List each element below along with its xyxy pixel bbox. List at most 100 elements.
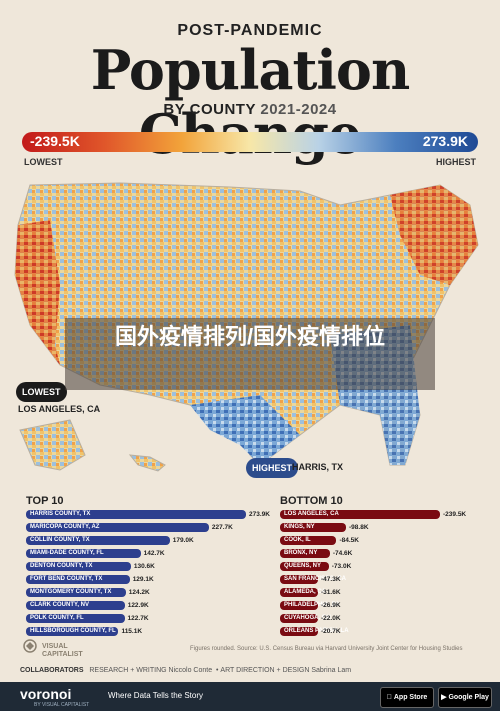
- highest-place-label: HARRIS, TX: [292, 462, 344, 472]
- bottom10-name: ALAMEDA, CA: [284, 589, 326, 595]
- kicker: POST-PANDEMIC: [177, 22, 323, 39]
- lowest-pin: LOWEST: [16, 382, 67, 402]
- scale-max-label: 273.9K: [422, 133, 468, 149]
- text-overlay-box: [65, 318, 435, 390]
- apple-icon: : [387, 694, 392, 701]
- visual-capitalist-logo: [23, 639, 37, 653]
- scale-min-label: -239.5K: [30, 133, 80, 149]
- app-store-label: App Store: [390, 694, 427, 701]
- bottom10-name: BRONX, NY: [284, 550, 318, 556]
- top10-bar: CLARK COUNTY, NV: [26, 601, 125, 610]
- top10-name: MIAMI-DADE COUNTY, FL: [30, 550, 104, 556]
- research-label: RESEARCH + WRITING: [89, 667, 167, 674]
- voronoi-logo[interactable]: voronoi: [20, 686, 72, 702]
- top10-value: 124.2K: [128, 589, 150, 596]
- source-note: Figures rounded. Source: U.S. Census Bur…: [190, 646, 463, 652]
- bottom10-name: ORLEANS PARISH, LA: [284, 628, 349, 634]
- top10-value: 227.7K: [211, 524, 233, 531]
- bottom10-value: -74.6K: [332, 550, 353, 557]
- art-name: Sabrina Lam: [311, 667, 352, 674]
- top10-bar: HILLSBOROUGH COUNTY, FL: [26, 627, 119, 636]
- bottom10-bar: KINGS, NY: [280, 523, 346, 532]
- top10-title: TOP 10: [26, 495, 64, 507]
- footer-bar: voronoi BY VISUAL CAPITALIST Where Data …: [0, 682, 500, 711]
- bottom10-bar: LOS ANGELES, CA: [280, 510, 440, 519]
- collaborators-line: COLLABORATORS RESEARCH + WRITING Niccolo…: [20, 667, 352, 674]
- collab-label: COLLABORATORS: [20, 667, 84, 674]
- bottom10-bar: QUEENS, NY: [280, 562, 329, 571]
- bottom10-value: -26.9K: [321, 602, 341, 609]
- bottom10-value: -31.6K: [321, 589, 341, 596]
- bottom10-value: -20.7K: [321, 628, 341, 635]
- top10-name: MARICOPA COUNTY, AZ: [30, 524, 100, 530]
- top10-value: 115.1K: [121, 628, 143, 635]
- top10-bar: MARICOPA COUNTY, AZ: [26, 523, 209, 532]
- bottom10-value: -47.3K: [321, 576, 341, 583]
- texas-region: [190, 395, 300, 465]
- tagline: Where Data Tells the Story: [108, 691, 204, 700]
- top10-name: COLLIN COUNTY, TX: [30, 537, 90, 543]
- lowest-place-label: LOS ANGELES, CA: [18, 404, 101, 414]
- title-block: POST-PANDEMIC Population Change BY COUNT…: [0, 0, 500, 166]
- bottom10-bar: CUYAHOGA, OH: [280, 614, 331, 623]
- bottom10-name: CUYAHOGA, OH: [284, 615, 331, 621]
- top10-value: 179.0K: [172, 537, 194, 544]
- top10-value: 129.1K: [132, 576, 154, 583]
- subtitle-years: 2021-2024: [260, 101, 337, 118]
- top10-value: 273.9K: [249, 511, 270, 518]
- voronoi-sublabel: BY VISUAL CAPITALIST: [34, 702, 90, 708]
- bottom10-bar: ORLEANS PARISH, LA: [280, 627, 349, 636]
- bottom10-name: LOS ANGELES, CA: [284, 511, 339, 517]
- vc-line1: VISUAL: [42, 643, 68, 650]
- bottom10-title: BOTTOM 10: [280, 495, 343, 507]
- top10-value: 130.6K: [133, 563, 155, 570]
- overlay-text: 国外疫情排列/国外疫情排位: [114, 324, 386, 349]
- bottom10-value: -239.5K: [443, 511, 467, 518]
- bottom10-name: KINGS, NY: [284, 524, 315, 530]
- subtitle-prefix: BY COUNTY: [163, 101, 256, 118]
- top10-bar: POLK COUNTY, FL: [26, 614, 125, 623]
- bottom10-name: COOK, IL: [284, 537, 311, 543]
- bottom10-value: -22.0K: [321, 615, 341, 622]
- bottom10-bar: COOK, IL: [280, 536, 337, 545]
- top10-bar: MIAMI-DADE COUNTY, FL: [26, 549, 141, 558]
- bottom10-bar: BRONX, NY: [280, 549, 330, 558]
- top10-name: CLARK COUNTY, NV: [30, 602, 90, 608]
- northeast-region: [390, 185, 478, 285]
- bottom10-name: QUEENS, NY: [284, 563, 322, 569]
- play-icon: ▶: [441, 694, 447, 701]
- top10-value: 142.7K: [143, 550, 165, 557]
- research-name: Niccolo Conte: [168, 667, 213, 674]
- google-play-button[interactable]: ▶ Google Play: [438, 687, 492, 708]
- west-coast-region: [15, 220, 60, 365]
- color-scale-legend: -239.5K 273.9K: [22, 132, 478, 152]
- top10-bar: FORT BEND COUNTY, TX: [26, 575, 130, 584]
- bottom10-bar: PHILADELPHIA, PA: [280, 601, 340, 610]
- top10-name: HILLSBOROUGH COUNTY, FL: [30, 628, 116, 634]
- top10-name: MONTGOMERY COUNTY, TX: [30, 589, 112, 595]
- subtitle: BY COUNTY 2021-2024: [0, 101, 500, 118]
- top10-value: 122.7K: [127, 615, 149, 622]
- top10-name: DENTON COUNTY, TX: [30, 563, 93, 569]
- top10-bar: COLLIN COUNTY, TX: [26, 536, 170, 545]
- bottom10-value: -84.5K: [339, 537, 359, 544]
- bottom10-bar: SAN FRANCISCO, CA: [280, 575, 346, 584]
- top10-bar: DENTON COUNTY, TX: [26, 562, 131, 571]
- vc-line2: CAPITALIST: [42, 651, 83, 658]
- art-label: ART DIRECTION + DESIGN: [220, 667, 310, 674]
- top10-value: 122.9K: [127, 602, 149, 609]
- scale-low-caption: LOWEST: [24, 157, 63, 167]
- scale-high-caption: HIGHEST: [435, 157, 476, 167]
- bottom10-name: PHILADELPHIA, PA: [284, 602, 340, 608]
- top10-bar: MONTGOMERY COUNTY, TX: [26, 588, 126, 597]
- bottom10-bar: ALAMEDA, CA: [280, 588, 326, 597]
- top10-name: HARRIS COUNTY, TX: [30, 511, 91, 517]
- bottom10-name: SAN FRANCISCO, CA: [284, 576, 347, 582]
- top10-name: FORT BEND COUNTY, TX: [30, 576, 103, 582]
- highest-pin: HIGHEST: [246, 458, 299, 478]
- top10-bar: HARRIS COUNTY, TX: [26, 510, 246, 519]
- visual-capitalist-wordmark: VISUAL CAPITALIST: [42, 643, 83, 659]
- alaska-shape: [19, 419, 86, 471]
- app-store-button[interactable]:  App Store: [380, 687, 434, 708]
- top10-name: POLK COUNTY, FL: [30, 615, 84, 621]
